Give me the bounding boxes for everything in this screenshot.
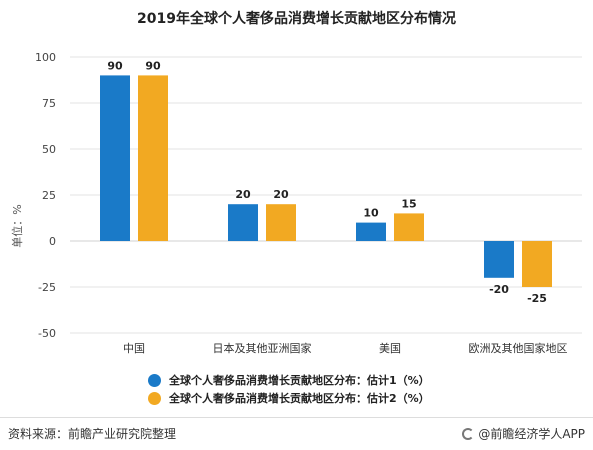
data-label: -25 [527, 292, 547, 305]
brand-credit-text: @前瞻经济学人APP [478, 427, 585, 441]
legend-label-series-1: 全球个人奢侈品消费增长贡献地区分布：估计1（%） [169, 374, 430, 387]
bar [522, 241, 552, 287]
y-tick-label: -50 [38, 327, 56, 340]
bar [228, 204, 258, 241]
bar [484, 241, 514, 278]
bar [266, 204, 296, 241]
x-tick-label: 中国 [123, 342, 145, 355]
y-axis-label: 单位：% [11, 204, 24, 248]
y-tick-label: -25 [38, 281, 56, 294]
x-tick-label: 欧洲及其他国家地区 [469, 341, 568, 355]
legend-swatch-series-2 [148, 391, 161, 405]
data-label: 90 [107, 59, 123, 72]
bar [356, 222, 386, 241]
y-tick-label: 75 [42, 97, 56, 110]
brand-credit: @前瞻经济学人APP [462, 425, 585, 442]
y-tick-label: 25 [42, 189, 56, 202]
y-tick-label: 50 [42, 143, 56, 156]
data-label: 20 [235, 188, 251, 201]
data-label: 90 [145, 59, 161, 72]
bar [100, 75, 130, 242]
y-tick-label: 100 [35, 51, 56, 64]
y-tick-label: 0 [49, 235, 56, 248]
legend-label-series-2: 全球个人奢侈品消费增长贡献地区分布：估计2（%） [169, 392, 430, 405]
x-tick-label: 美国 [379, 342, 401, 355]
legend: 全球个人奢侈品消费增长贡献地区分布：估计1（%） 全球个人奢侈品消费增长贡献地区… [148, 371, 430, 407]
footer-divider [0, 417, 593, 418]
data-label: -20 [489, 283, 509, 296]
legend-item-series-2: 全球个人奢侈品消费增长贡献地区分布：估计2（%） [148, 389, 430, 407]
chart-title: 2019年全球个人奢侈品消费增长贡献地区分布情况 [137, 11, 456, 27]
legend-item-series-1: 全球个人奢侈品消费增长贡献地区分布：估计1（%） [148, 371, 430, 389]
data-label: 20 [273, 188, 289, 201]
legend-swatch-series-1 [148, 373, 161, 387]
data-label: 15 [401, 197, 416, 210]
source-note: 资料来源：前瞻产业研究院整理 [8, 427, 177, 441]
x-tick-label: 日本及其他亚洲国家 [213, 341, 312, 355]
brand-logo-icon [462, 427, 475, 440]
bar [138, 75, 168, 242]
data-label: 10 [363, 207, 379, 220]
bar [394, 213, 424, 241]
